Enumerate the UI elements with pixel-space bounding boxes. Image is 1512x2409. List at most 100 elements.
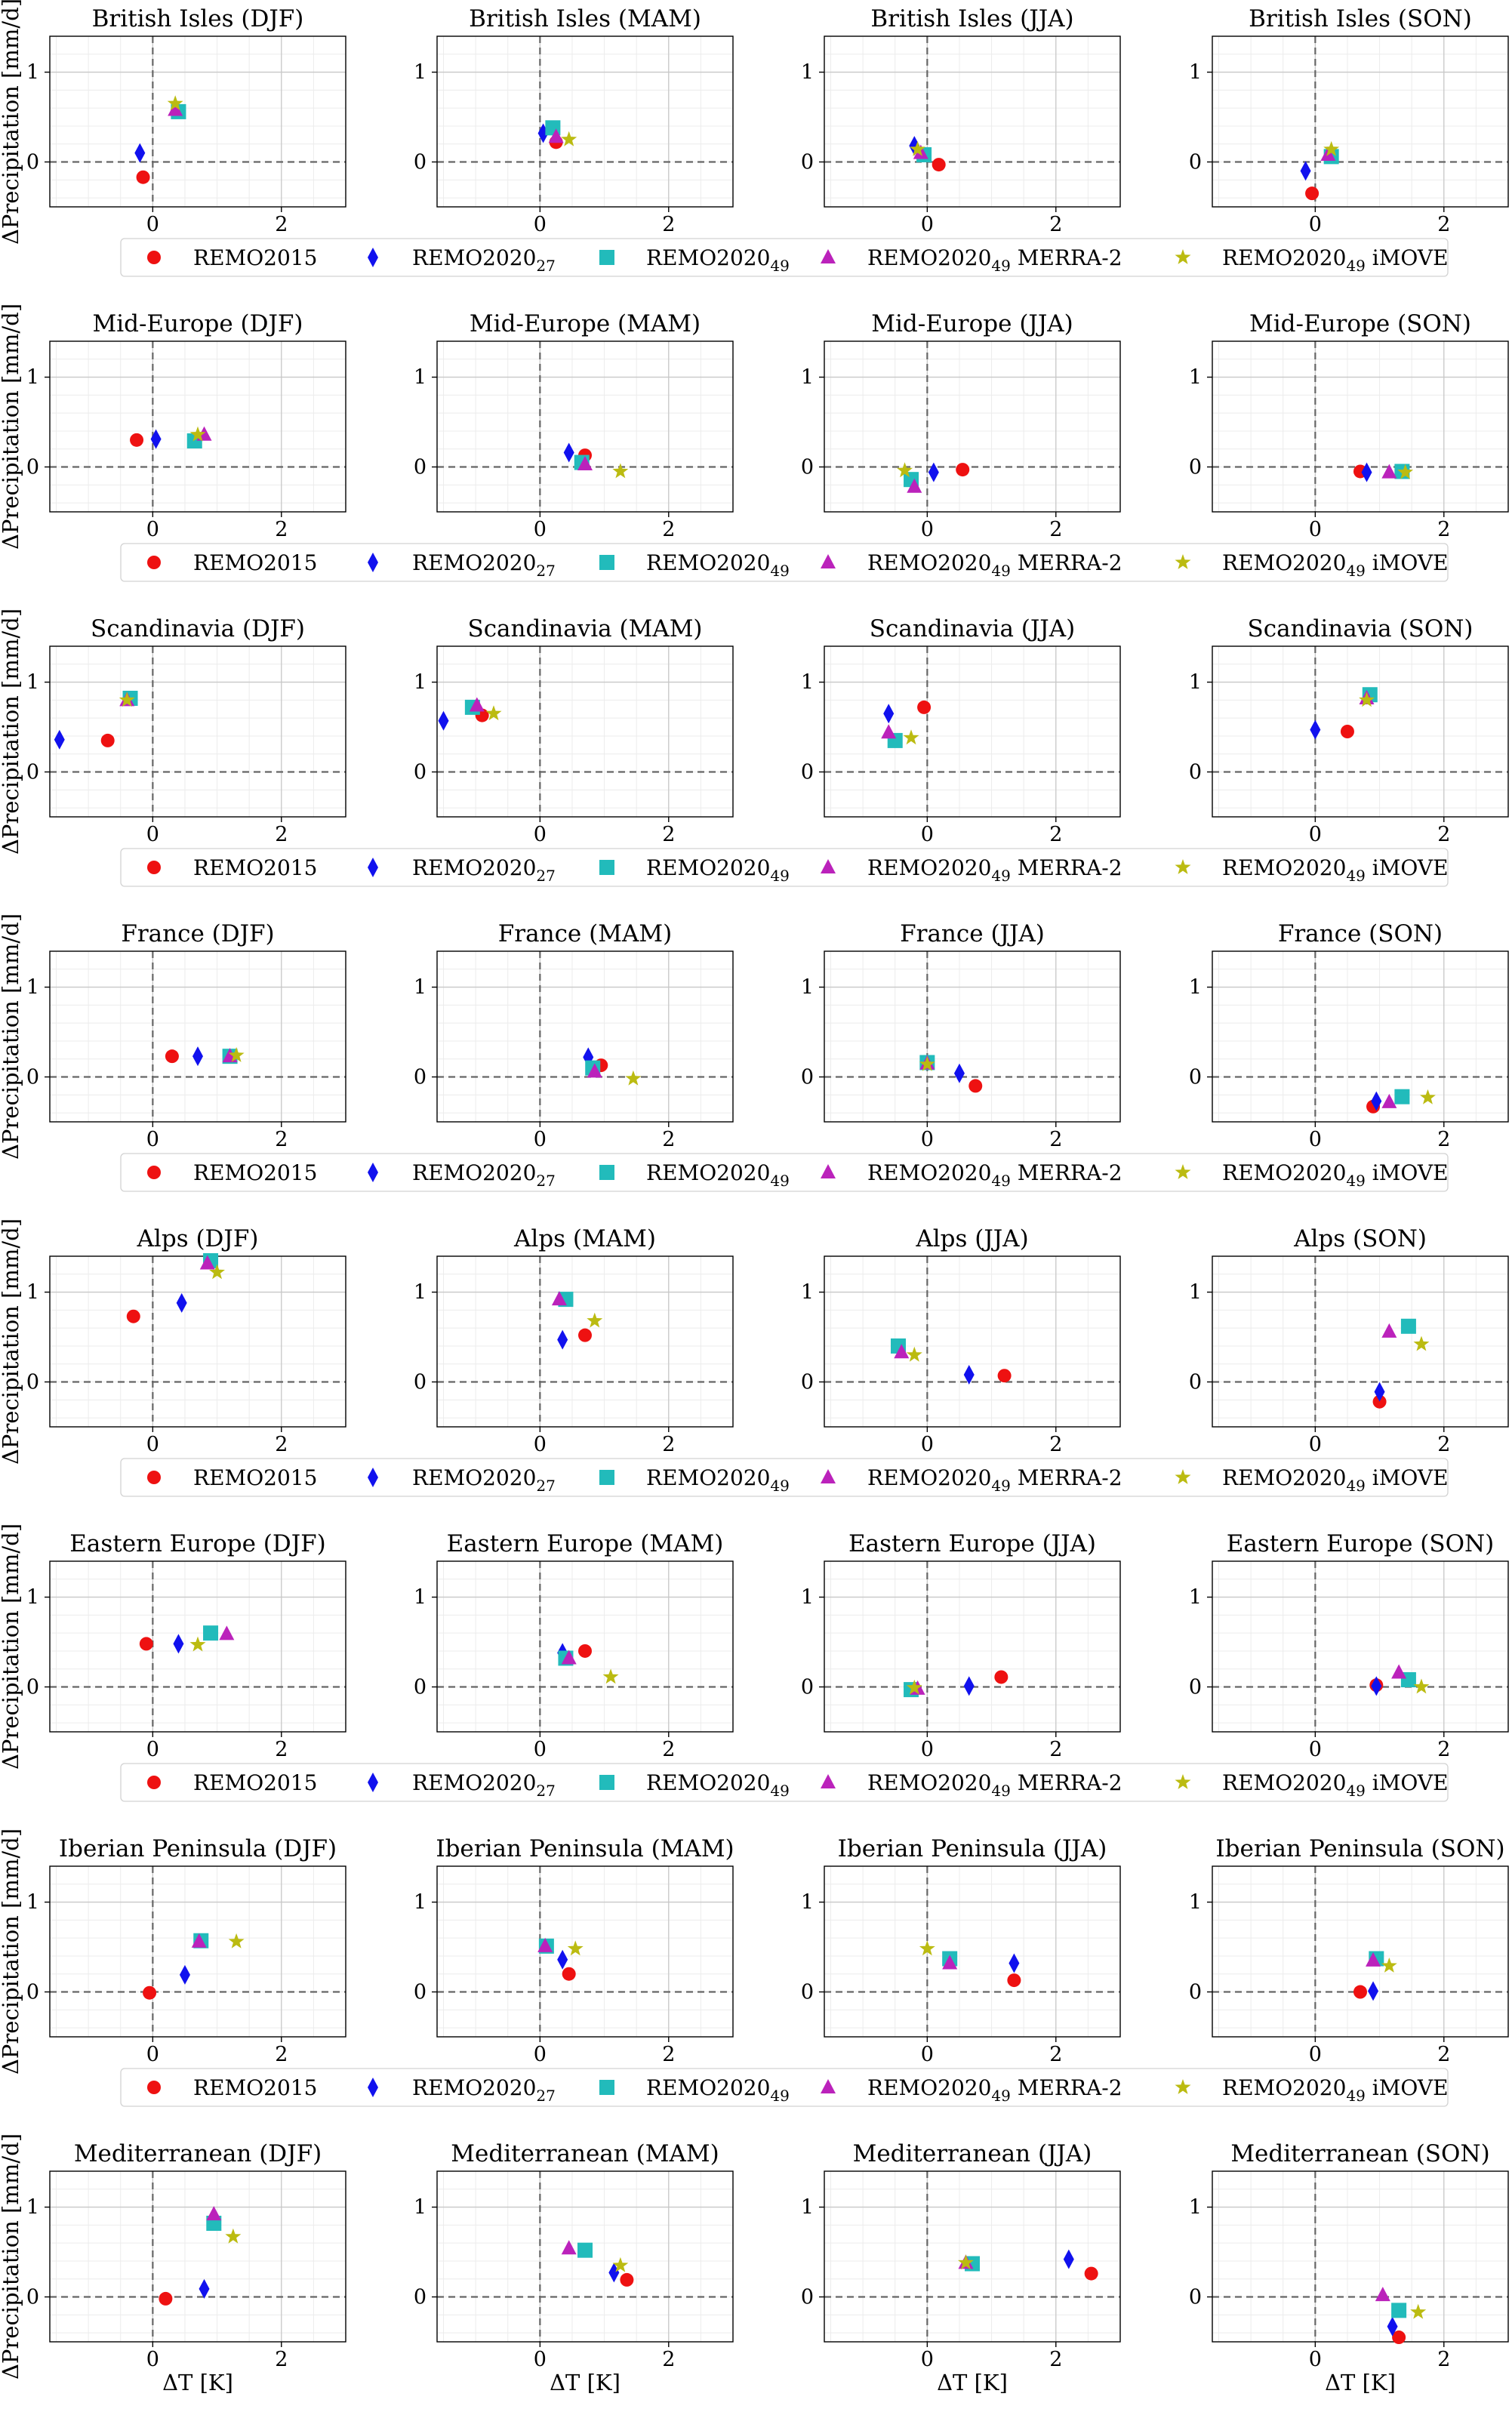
x-tick-label: 2 [275,1128,288,1151]
x-tick-label: 2 [1049,2348,1062,2371]
legend-label: REMO2015 [193,855,317,880]
data-point-square [1394,1089,1410,1104]
data-point-diamond [1300,161,1311,181]
axes-frame [436,950,734,1123]
panel: 0 2 0 1 France (DJF) ΔPrecipitation [mm/d] [0,913,346,1160]
panel-title: Iberian Peninsula (DJF) [59,1835,337,1862]
legend-marker-triangle [821,554,836,568]
legend-label-text: REMO2020 [1222,1770,1346,1795]
axes-frame [436,1865,734,2038]
legend-label: REMO202027 [412,1770,556,1800]
panel-title: France (JJA) [900,920,1045,947]
legend-label-suffix: MERRA-2 [1011,1465,1122,1490]
data-point-diamond [199,2278,210,2299]
x-tick-label: 2 [275,2348,288,2371]
axes-frame [1212,1560,1509,1733]
data-point-triangle [551,1291,567,1306]
x-tick-label: 2 [1049,2043,1062,2066]
x-axis-label: ΔT [K] [162,2370,233,2395]
panel: 0 2 0 1 British Isles (SON) [1189,5,1509,236]
data-point-star [958,2254,974,2270]
data-point-triangle [587,1063,602,1078]
data-point-star [1397,464,1414,479]
y-tick-label: 1 [414,366,427,390]
data-point-diamond [1368,1981,1379,2001]
legend-label-subscript: 49 [770,2087,789,2105]
data-point-triangle [1391,1664,1407,1679]
legend-marker-square [599,250,614,265]
axes-frame [1212,2170,1509,2343]
legend-marker-circle [147,1471,161,1484]
x-axis-label: ΔT [K] [1325,2370,1396,2395]
legend-label-text: REMO2020 [1222,1160,1346,1185]
panel: 0 2 0 1 Iberian Peninsula (JJA) [801,1835,1121,2066]
legend-label-text: REMO2020 [867,550,991,575]
legend-label-suffix: iMOVE [1366,1770,1449,1795]
axes-frame [1212,1255,1509,1428]
legend-label-subscript: 49 [991,1782,1010,1800]
panel-title: Eastern Europe (MAM) [447,1530,724,1557]
panel: 0 2 0 1 Alps (SON) [1189,1225,1509,1456]
panel: 0 2 0 1 Mediterranean (DJF) ΔPrecipitation [m… [0,2133,346,2395]
y-tick-label: 1 [801,366,814,390]
legend-marker-triangle [821,1469,836,1483]
data-point-triangle [199,1255,215,1270]
x-tick-label: 0 [1309,823,1322,846]
legend-label: REMO202027 [412,1160,556,1190]
panel: 0 2 0 1 Scandinavia (JJA) [801,615,1121,846]
y-tick-label: 1 [26,1281,39,1305]
y-tick-label: 0 [414,1066,427,1089]
x-tick-label: 0 [534,213,547,236]
panel-title: Mid-Europe (JJA) [871,310,1073,337]
y-tick-label: 1 [26,61,39,85]
data-point-triangle [168,101,183,116]
legend: REMO2015 REMO202027 REMO202049 REMO202049 M… [120,1153,1449,1192]
panel-title: Eastern Europe (JJA) [848,1530,1096,1557]
legend-label-subscript: 27 [536,257,555,275]
legend-label-subscript: 49 [770,562,789,580]
data-point-diamond [192,1046,203,1067]
legend-label: REMO202049 [646,1770,790,1800]
x-tick-label: 2 [1437,2348,1450,2371]
legend-label-text: REMO2020 [867,1465,991,1490]
panel: 0 2 0 1 Scandinavia (SON) [1189,615,1509,846]
data-point-triangle [1366,1952,1381,1967]
data-point-star [167,95,183,111]
data-point-triangle [894,1344,910,1359]
y-tick-label: 1 [26,976,39,1000]
panel: 0 2 0 1 British Isles (MAM) [414,5,734,236]
data-point-triangle [191,1933,207,1948]
x-tick-label: 0 [921,2348,934,2371]
y-tick-label: 0 [26,1371,39,1394]
legend-label-text: REMO2020 [1222,245,1346,270]
axes-frame [824,340,1121,513]
legend-label-subscript: 49 [1346,1172,1365,1190]
legend-label: REMO202049 iMOVE [1222,2075,1449,2105]
y-tick-label: 1 [414,1281,427,1305]
legend-label: REMO2015 [193,1160,317,1185]
data-point-triangle [206,2206,222,2221]
x-tick-label: 2 [662,2043,675,2066]
legend-label-text: REMO2020 [1222,2075,1346,2100]
data-point-circle [620,2272,634,2287]
data-point-triangle [548,128,564,143]
data-point-star [587,1312,603,1328]
y-tick-label: 0 [26,2286,39,2309]
data-point-diamond [563,442,574,463]
panel-title: Mid-Europe (MAM) [470,310,701,337]
x-tick-label: 2 [1049,823,1062,846]
legend-label: REMO202049 MERRA-2 [867,1465,1122,1495]
panel-title: Mediterranean (MAM) [451,2140,719,2167]
legend-label: REMO202049 iMOVE [1222,1465,1449,1495]
data-point-diamond [557,1949,568,1970]
panel: 0 2 0 1 Iberian Peninsula (MAM) [414,1835,734,2066]
panel: 0 2 0 1 Mid-Europe (JJA) [801,310,1121,541]
axes-frame [1212,340,1509,513]
x-tick-label: 0 [921,2043,934,2066]
x-tick-label: 2 [1437,518,1450,541]
axes-frame [436,1560,734,1733]
legend-label-subscript: 27 [536,1172,555,1190]
data-point-star [1413,1678,1430,1694]
legend-marker-square [599,860,614,875]
